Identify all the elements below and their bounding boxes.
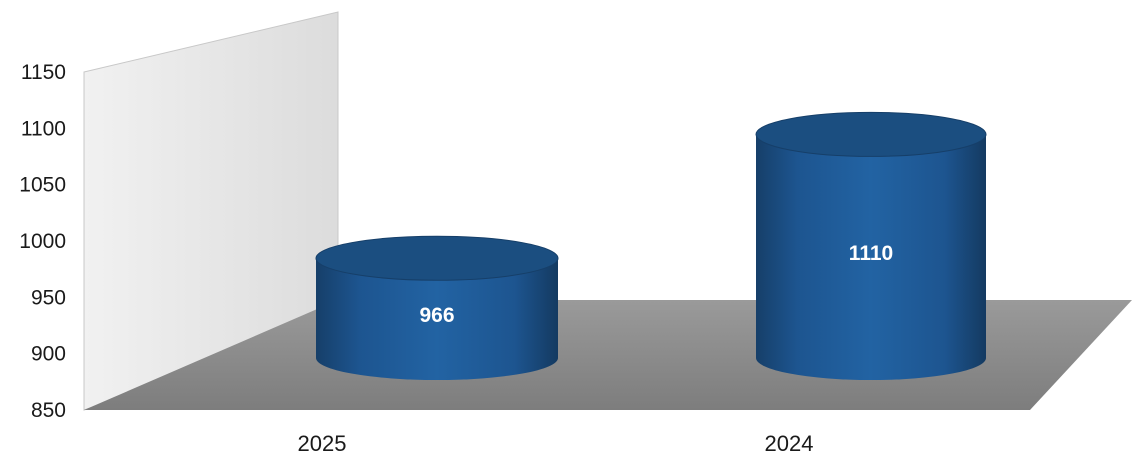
data-label: 1110 — [849, 242, 893, 265]
y-tick-label: 1150 — [21, 61, 66, 84]
y-tick-label: 950 — [31, 286, 66, 309]
x-axis: 2025 2024 — [298, 431, 814, 456]
data-label: 966 — [419, 304, 454, 327]
x-tick-label: 2025 — [298, 431, 347, 456]
bar-2025: 966 — [315, 235, 559, 380]
y-tick-label: 1050 — [19, 174, 66, 197]
bar-body — [756, 134, 986, 380]
bars: 966 1110 — [315, 111, 987, 380]
bar-body — [316, 258, 558, 380]
y-tick-label: 850 — [31, 399, 66, 422]
y-axis: 850 900 950 1000 1050 1100 1150 — [19, 61, 66, 422]
bar-top — [755, 111, 987, 157]
x-tick-label: 2024 — [765, 431, 814, 456]
bar-top — [315, 235, 559, 281]
y-tick-label: 1100 — [21, 117, 66, 140]
bar-2024: 1110 — [755, 111, 987, 380]
y-tick-label: 900 — [31, 343, 66, 366]
y-tick-label: 1000 — [19, 230, 66, 253]
